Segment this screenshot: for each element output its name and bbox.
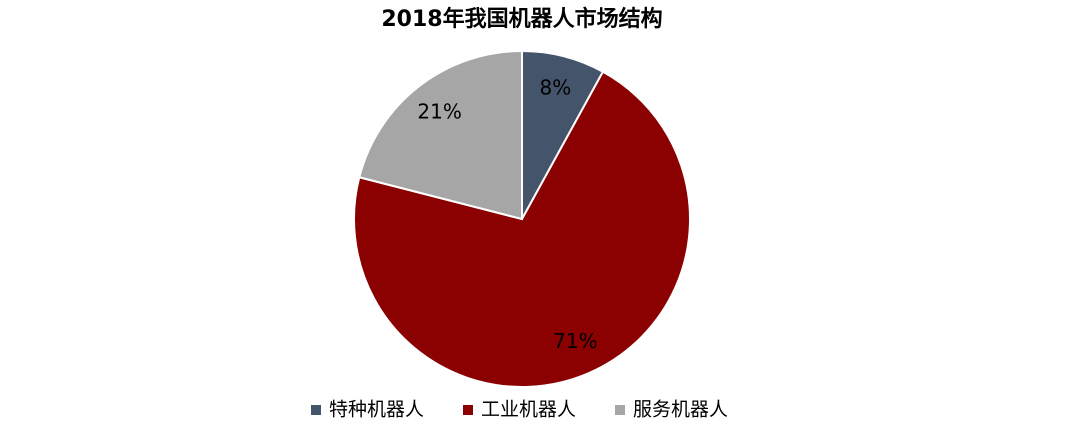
pie-slice — [358, 49, 523, 221]
legend-label: 服务机器人 — [633, 399, 728, 421]
data-label: 8% — [540, 75, 572, 99]
legend-swatch — [463, 405, 473, 415]
pie-slice — [353, 70, 691, 388]
legend-label: 特种机器人 — [329, 399, 424, 421]
data-label: 21% — [417, 99, 461, 123]
legend-swatch — [615, 405, 625, 415]
legend-swatch — [311, 405, 321, 415]
data-label: 71% — [553, 329, 597, 353]
chart-title: 2018年我国机器人市场结构 — [381, 6, 662, 32]
legend-label: 工业机器人 — [481, 399, 576, 421]
